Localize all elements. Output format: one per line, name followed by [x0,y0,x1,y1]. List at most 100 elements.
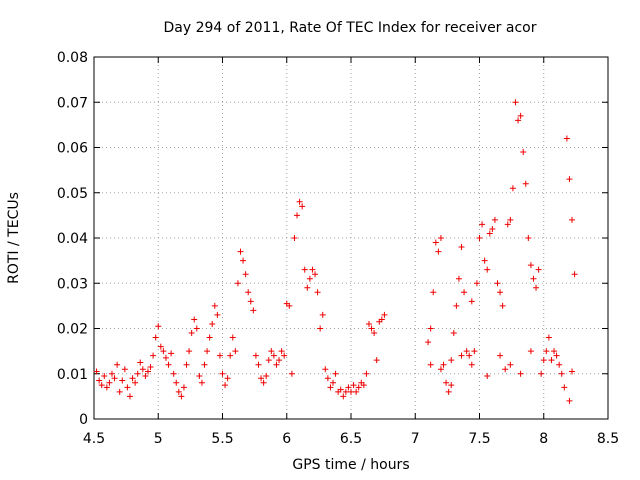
data-point [381,311,388,318]
data-point [291,235,298,241]
data-point [448,357,455,364]
data-point [101,373,108,380]
data-point [301,266,308,273]
data-point [165,361,172,368]
data-point [157,343,164,350]
data-point [134,370,141,377]
y-tick-label: 0.07 [57,95,88,111]
data-point [491,216,498,223]
data-point [252,352,259,359]
data-point [468,361,475,368]
data-point [551,348,558,355]
data-point [168,350,175,357]
data-point [458,244,465,251]
data-point [494,280,501,287]
data-point [515,117,522,124]
data-point [527,262,534,269]
data-point [180,384,187,391]
data-point [191,316,198,323]
data-point [270,352,277,359]
x-tick-label: 4.5 [83,431,105,447]
data-point [330,379,337,386]
data-point [255,361,262,368]
y-tick-label: 0.06 [57,141,88,157]
data-point [437,366,444,373]
data-point [504,221,511,228]
data-point [286,302,293,309]
data-point [111,375,118,382]
data-point [294,212,301,219]
data-point [322,366,329,373]
x-tick-label: 8 [539,431,548,447]
data-point [278,348,285,355]
data-point [124,384,131,391]
data-point [365,320,372,327]
data-point [371,330,378,337]
data-point [162,354,169,361]
data-point [132,379,139,386]
y-tick-label: 0.02 [57,322,88,338]
data-point [240,257,247,264]
data-point [489,225,496,232]
y-tick-label: 0.03 [57,276,88,292]
data-point [319,311,326,318]
chart-title: Day 294 of 2011, Rate Of TEC Index for r… [164,20,537,36]
data-point [517,370,524,377]
data-point [455,275,462,282]
data-point [525,235,532,241]
data-point [509,185,516,192]
data-point [445,388,452,395]
data-point [360,382,367,389]
data-point [98,382,105,389]
data-point [106,379,113,386]
data-point [345,384,352,391]
data-point [114,361,121,368]
data-point [368,325,375,332]
data-point [222,382,229,389]
data-point [427,361,434,368]
data-point [96,377,103,384]
data-point [486,230,493,237]
data-point [126,393,133,400]
data-point [139,366,146,373]
data-point [103,384,110,391]
data-point [288,370,295,377]
data-point [245,289,252,296]
data-point [556,361,563,368]
data-point [175,388,182,395]
data-point [229,334,236,341]
data-point [160,348,167,355]
data-point [263,373,270,380]
data-point [499,302,506,309]
data-point [119,377,126,384]
data-point [527,348,534,355]
data-point [481,257,488,264]
data-point [517,112,524,119]
data-point [214,311,221,318]
data-point [569,216,576,223]
data-point [466,352,473,359]
data-point [219,370,226,377]
data-point [569,368,576,375]
data-point [538,370,545,377]
data-point [448,382,455,389]
data-point [188,330,195,337]
data-point [116,388,123,395]
data-point [178,393,185,400]
data-point [435,248,442,255]
data-point [353,388,360,395]
data-point [479,221,486,228]
data-point [378,316,385,323]
data-point [453,302,460,309]
data-point [206,334,213,341]
data-point [463,348,470,355]
data-point [224,375,231,382]
y-tick-label: 0.05 [57,186,88,202]
data-point [332,370,339,377]
data-point [535,266,542,273]
data-point [309,266,316,273]
data-point [324,375,331,382]
data-point [522,180,529,187]
data-points [93,99,578,404]
